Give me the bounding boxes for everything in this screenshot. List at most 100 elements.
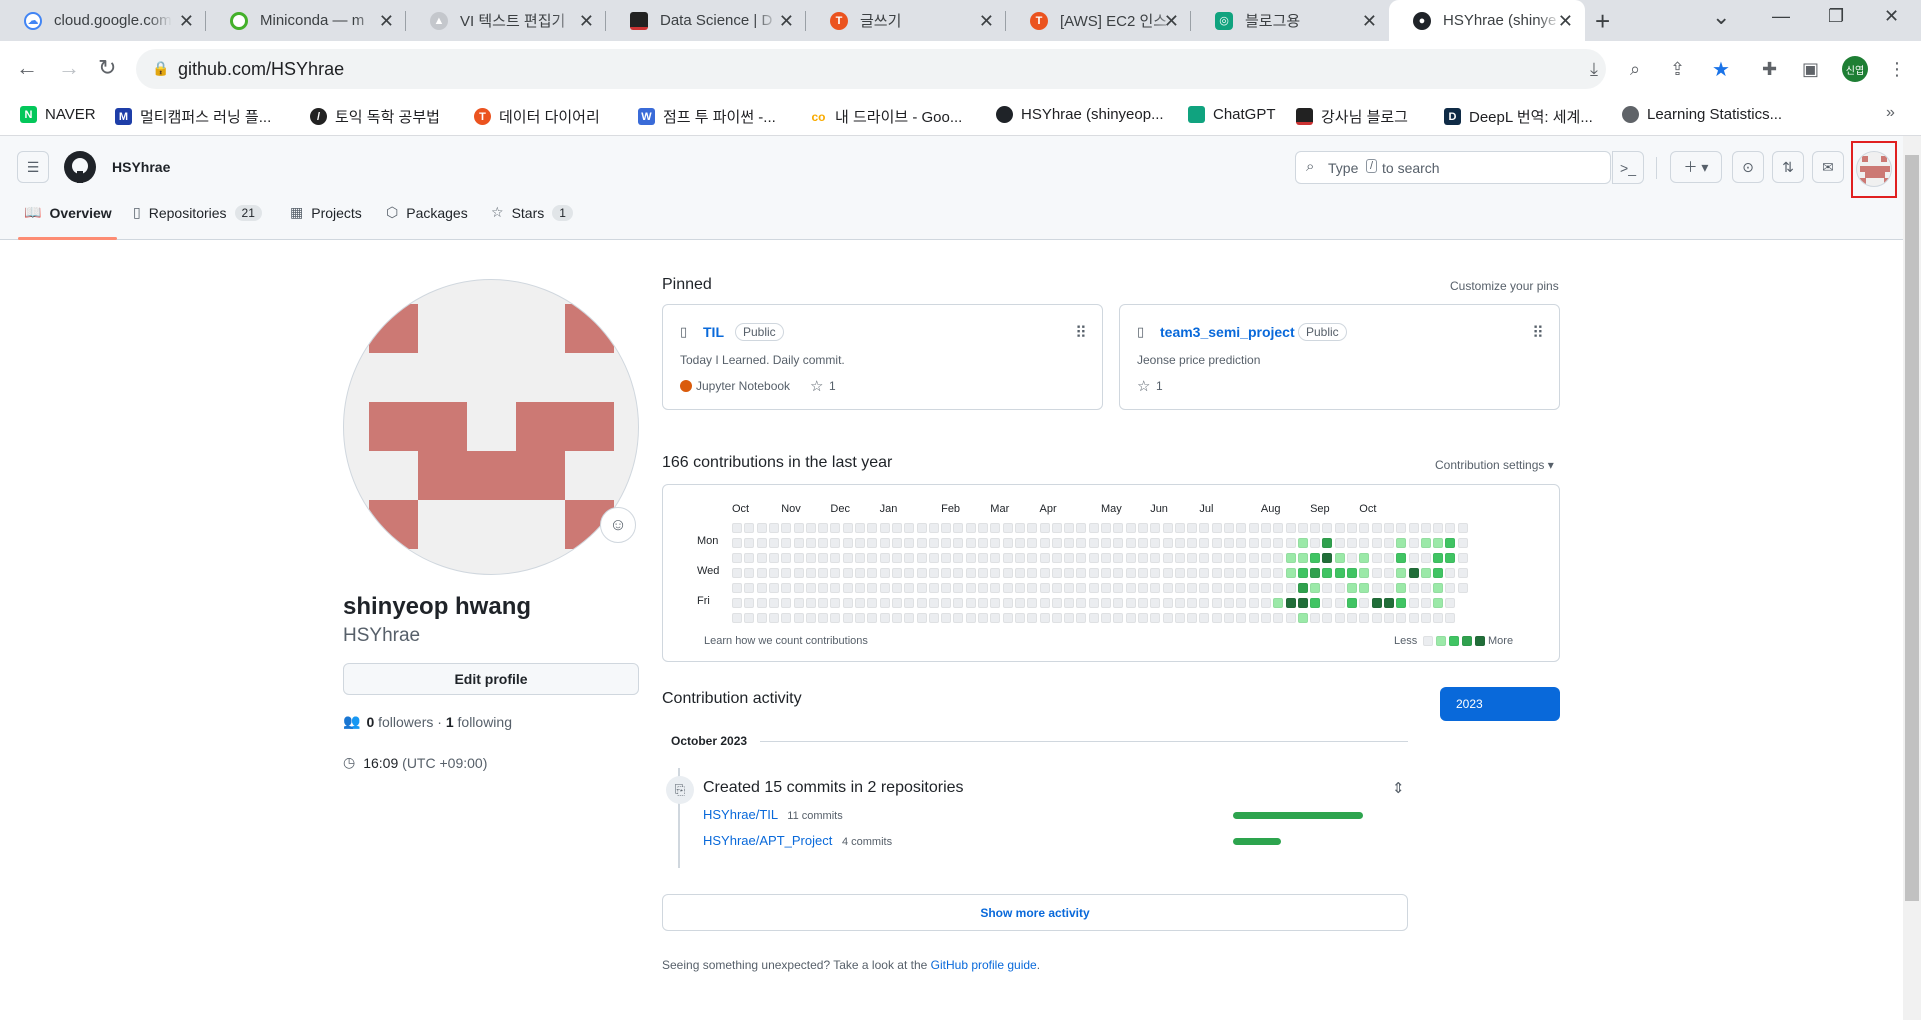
contribution-day-cell[interactable] [1002, 568, 1013, 578]
hamburger-menu-icon[interactable]: ☰ [17, 151, 49, 183]
contribution-day-cell[interactable] [1187, 568, 1198, 578]
contribution-day-cell[interactable] [1371, 523, 1382, 533]
contribution-day-cell[interactable] [891, 553, 902, 563]
contribution-day-cell[interactable] [744, 598, 755, 608]
pinned-repo-link[interactable]: TIL [703, 324, 724, 340]
install-icon[interactable]: ⤓ [1590, 59, 1598, 79]
contribution-day-cell[interactable] [781, 538, 792, 548]
lock-icon[interactable]: 🔒 [152, 60, 170, 76]
contribution-day-cell[interactable] [916, 583, 927, 593]
contribution-day-cell[interactable] [768, 523, 779, 533]
contribution-day-cell[interactable] [1027, 538, 1038, 548]
contribution-day-cell[interactable] [1433, 583, 1444, 593]
bookmark-github[interactable]: ghHSYhrae (shinyeop... [996, 106, 1164, 123]
contribution-day-cell[interactable] [916, 613, 927, 623]
contribution-day-cell[interactable] [1150, 613, 1161, 623]
contribution-day-cell[interactable] [1199, 568, 1210, 578]
following-link[interactable]: following [457, 713, 512, 730]
contribution-day-cell[interactable] [879, 598, 890, 608]
contribution-day-cell[interactable] [1310, 553, 1321, 563]
contribution-day-cell[interactable] [1088, 538, 1099, 548]
contribution-day-cell[interactable] [1260, 523, 1271, 533]
contribution-day-cell[interactable] [1445, 613, 1456, 623]
contribution-day-cell[interactable] [1285, 553, 1296, 563]
contribution-day-cell[interactable] [1285, 583, 1296, 593]
contribution-day-cell[interactable] [1174, 523, 1185, 533]
contribution-day-cell[interactable] [1383, 523, 1394, 533]
contribution-day-cell[interactable] [805, 553, 816, 563]
contribution-day-cell[interactable] [1408, 568, 1419, 578]
contribution-day-cell[interactable] [1137, 523, 1148, 533]
contribution-day-cell[interactable] [1457, 553, 1468, 563]
contribution-day-cell[interactable] [1334, 538, 1345, 548]
bookmark-multicampus[interactable]: M 멀티캠퍼스 러닝 플... [115, 106, 271, 127]
contribution-day-cell[interactable] [1162, 538, 1173, 548]
contribution-day-cell[interactable] [1285, 523, 1296, 533]
contribution-day-cell[interactable] [830, 583, 841, 593]
contribution-day-cell[interactable] [1297, 568, 1308, 578]
contribution-day-cell[interactable] [1002, 553, 1013, 563]
contribution-day-cell[interactable] [1433, 523, 1444, 533]
contribution-day-cell[interactable] [1199, 598, 1210, 608]
contribution-day-cell[interactable] [768, 583, 779, 593]
contribution-day-cell[interactable] [1224, 598, 1234, 608]
contribution-day-cell[interactable] [928, 568, 939, 578]
contribution-day-cell[interactable] [781, 553, 792, 563]
contribution-day-cell[interactable] [756, 598, 767, 608]
contribution-day-cell[interactable] [904, 523, 915, 533]
contribution-day-cell[interactable] [830, 523, 841, 533]
contribution-day-cell[interactable] [1125, 613, 1136, 623]
contribution-day-cell[interactable] [818, 583, 829, 593]
contribution-day-cell[interactable] [781, 613, 792, 623]
contribution-day-cell[interactable] [965, 583, 976, 593]
contribution-day-cell[interactable] [1051, 553, 1062, 563]
contribution-day-cell[interactable] [978, 568, 988, 578]
bookmark-google-drive[interactable]: co 내 드라이브 - Goo... [810, 108, 963, 126]
contribution-day-cell[interactable] [1113, 523, 1124, 533]
pinned-repo-card[interactable]: ▯ TIL Public ⠿ Today I Learned. Daily co… [662, 304, 1103, 410]
contribution-day-cell[interactable] [744, 553, 755, 563]
contribution-day-cell[interactable] [744, 538, 755, 548]
contribution-day-cell[interactable] [1383, 598, 1394, 608]
bookmark-deepl[interactable]: D DeepL 번역: 세계... [1444, 106, 1593, 127]
search-input[interactable]: ⌕ Type / to search [1295, 151, 1611, 184]
contribution-day-cell[interactable] [842, 568, 853, 578]
contribution-day-cell[interactable] [916, 523, 927, 533]
contribution-day-cell[interactable] [1248, 538, 1259, 548]
pull-requests-icon[interactable]: ⇅ [1772, 151, 1804, 183]
contribution-day-cell[interactable] [928, 583, 939, 593]
contribution-day-cell[interactable] [1420, 523, 1431, 533]
contribution-day-cell[interactable] [990, 553, 1001, 563]
issues-icon[interactable]: ⊙ [1732, 151, 1764, 183]
contribution-day-cell[interactable] [793, 598, 804, 608]
browser-tab[interactable]: Data Science | D ✕ [606, 0, 806, 41]
contribution-day-cell[interactable] [1211, 523, 1222, 533]
contribution-day-cell[interactable] [1113, 568, 1124, 578]
contribution-day-cell[interactable] [1039, 583, 1050, 593]
contribution-day-cell[interactable] [1260, 583, 1271, 593]
contribution-day-cell[interactable] [879, 523, 890, 533]
contribution-day-cell[interactable] [781, 598, 792, 608]
contribution-day-cell[interactable] [1248, 553, 1259, 563]
close-tab-icon[interactable]: ✕ [578, 11, 594, 31]
browser-tab[interactable]: ◎ 블로그용 ✕ [1191, 0, 1389, 41]
contribution-day-cell[interactable] [1088, 613, 1099, 623]
contribution-day-cell[interactable] [1174, 613, 1185, 623]
contribution-day-cell[interactable] [1383, 538, 1394, 548]
learn-contributions-link[interactable]: Learn how we count contributions [704, 635, 868, 647]
contribution-day-cell[interactable] [1420, 598, 1431, 608]
contribution-day-cell[interactable] [1002, 538, 1013, 548]
contribution-day-cell[interactable] [842, 523, 853, 533]
contribution-day-cell[interactable] [768, 598, 779, 608]
contribution-day-cell[interactable] [818, 523, 829, 533]
contribution-day-cell[interactable] [879, 538, 890, 548]
zoom-icon[interactable]: ⌕ [1630, 59, 1641, 79]
contribution-day-cell[interactable] [1408, 553, 1419, 563]
url-text[interactable]: github.com/HSYhrae [178, 59, 345, 79]
contribution-day-cell[interactable] [1383, 613, 1394, 623]
contribution-day-cell[interactable] [1347, 613, 1357, 623]
contribution-day-cell[interactable] [916, 538, 927, 548]
contribution-day-cell[interactable] [990, 568, 1001, 578]
contribution-day-cell[interactable] [904, 598, 915, 608]
contribution-day-cell[interactable] [1187, 613, 1198, 623]
